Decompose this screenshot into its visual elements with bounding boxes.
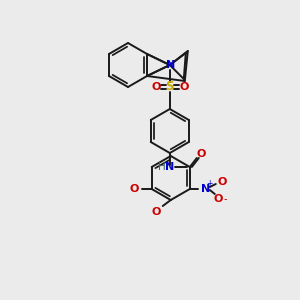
Text: O: O: [217, 177, 226, 187]
Text: +: +: [207, 179, 213, 188]
Text: S: S: [166, 80, 174, 94]
Text: O: O: [196, 149, 206, 159]
Text: O: O: [151, 82, 160, 92]
Text: N: N: [201, 184, 210, 194]
Text: O: O: [213, 194, 223, 204]
Text: N: N: [166, 60, 176, 70]
Text: O: O: [151, 207, 160, 217]
Text: O: O: [179, 82, 188, 92]
Text: N: N: [165, 162, 174, 172]
Text: -: -: [223, 194, 226, 204]
Text: O: O: [129, 184, 138, 194]
Text: H: H: [158, 162, 166, 172]
